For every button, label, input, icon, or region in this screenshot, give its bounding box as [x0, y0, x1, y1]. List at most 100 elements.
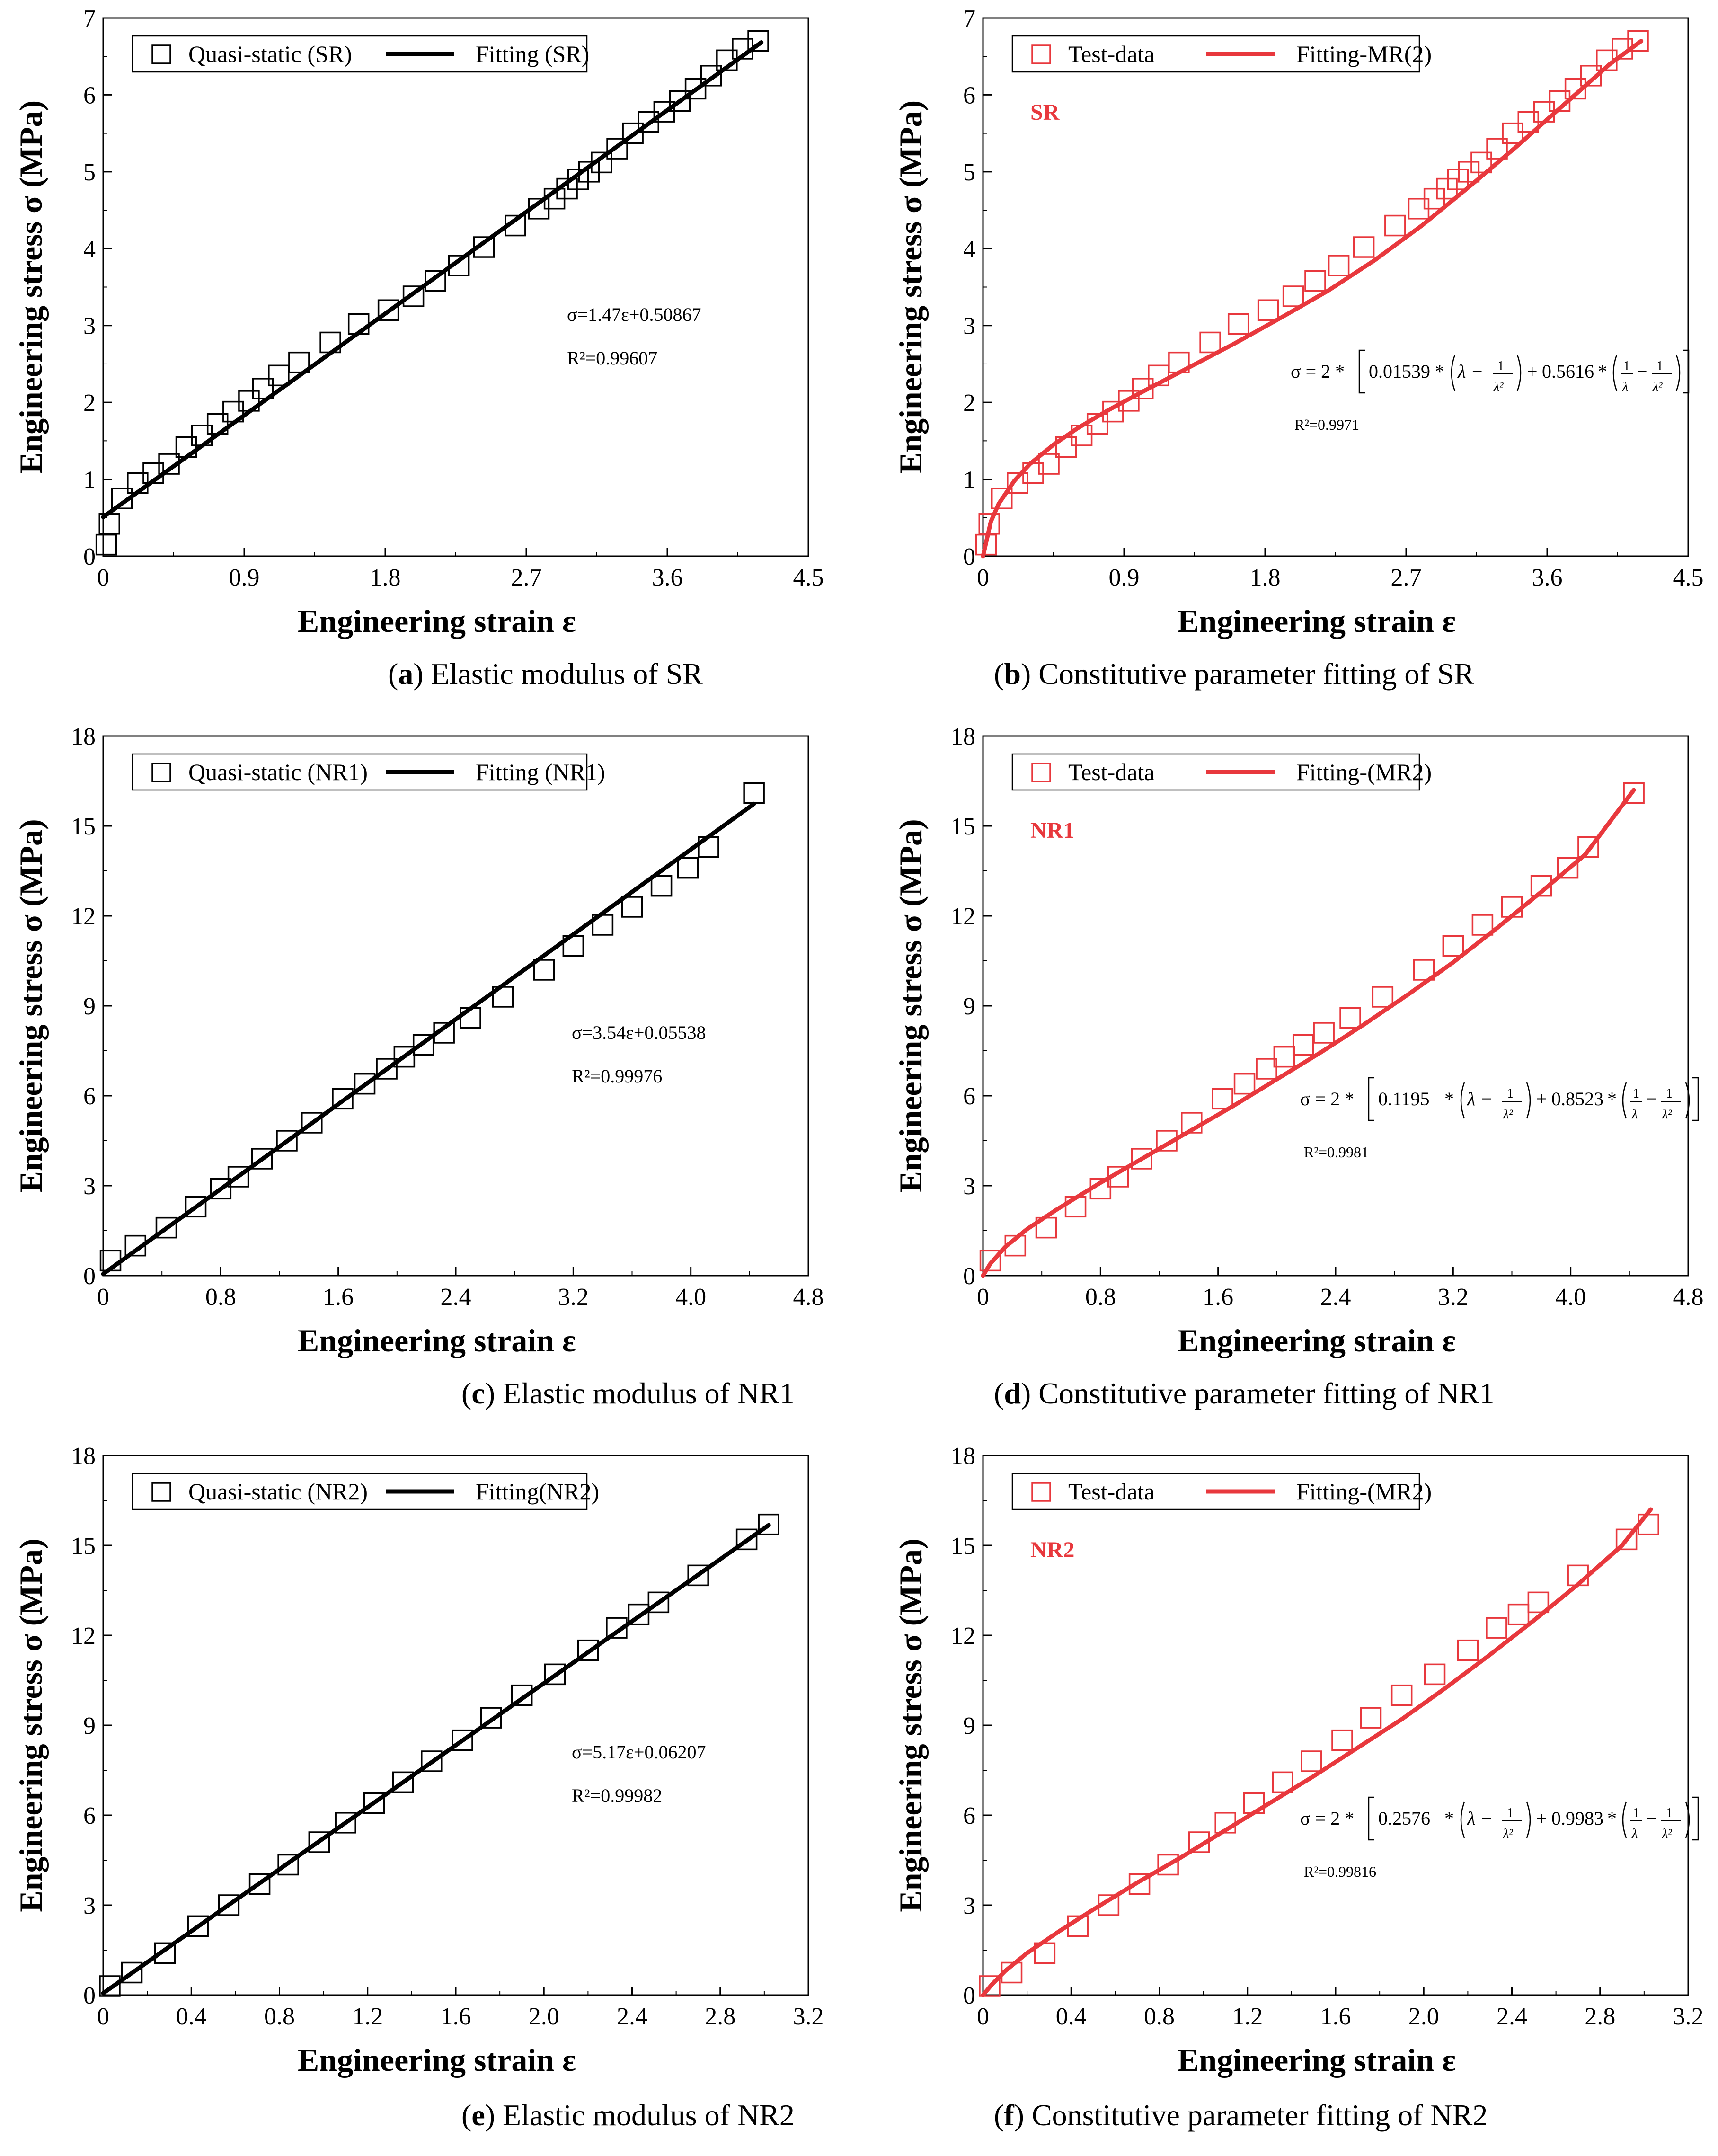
x-tick-label: 0.8 [205, 1284, 236, 1311]
x-tick-label: 0.4 [1056, 2003, 1087, 2030]
scatter-point [335, 1812, 356, 1834]
scatter-point [1272, 1771, 1293, 1793]
x-tick-label: 1.6 [1320, 2003, 1351, 2030]
x-tick-label: 2.4 [617, 2003, 647, 2030]
times-sign: * [1444, 1088, 1454, 1109]
x-tick-label: 4.0 [675, 1284, 706, 1311]
scatter-point [628, 1603, 650, 1625]
scatter-point [684, 78, 707, 100]
legend: Quasi-static (NR1) Fitting (NR1) [132, 753, 605, 791]
y-tick-label: 5 [963, 159, 975, 186]
x-axis-title: Engineering strain ε [298, 1322, 576, 1358]
scatter-point [421, 1750, 443, 1772]
scatter-point [1638, 1513, 1659, 1535]
fraction-denominator: λ [1631, 1107, 1638, 1122]
panel-caption-d: (d) Constitutive parameter fitting of NR… [994, 1376, 1495, 1410]
y-tick-label: 4 [83, 236, 96, 263]
scatter-point [377, 299, 399, 321]
scatter-point [185, 1196, 207, 1218]
scatter-point [1447, 169, 1469, 190]
scatter-point [979, 1975, 1001, 1997]
x-tick-label: 1.8 [1250, 564, 1281, 591]
x-axis-title: Engineering strain ε [298, 2042, 576, 2078]
y-tick-label: 1 [963, 467, 975, 494]
scatter-point [1199, 331, 1221, 354]
scatter-point [606, 138, 628, 160]
x-tick-label: 3.6 [1532, 564, 1563, 591]
equation-prefix: σ = 2 * [1300, 1808, 1354, 1829]
bracket-left [1368, 1077, 1374, 1121]
scatter-point [1527, 1591, 1550, 1614]
scatter-point [1457, 1639, 1479, 1661]
plot-frame [102, 1455, 809, 1996]
y-tick-label: 18 [951, 1443, 975, 1470]
x-tick-label: 0.9 [1109, 564, 1140, 591]
scatter-point [402, 285, 425, 307]
fraction-numerator: 1 [1666, 1086, 1673, 1101]
material-label: NR2 [1030, 1537, 1074, 1562]
scatter-point [1304, 270, 1326, 292]
mr-equation: σ = 2 * 0.01539 * λ −1λ²+ 0.5616 * 1λ− 1λ² [1291, 349, 1690, 394]
chart-panel-a: 0 0.9 1.8 2.7 3.6 4.5 0 1 2 3 4 5 6 7 Engineering stra… [13, 5, 824, 639]
fraction-denominator: λ² [1493, 380, 1504, 394]
scatter-point [577, 1639, 599, 1661]
scatter-point [735, 1528, 758, 1551]
scatter-point [393, 1046, 416, 1068]
y-tick-label: 2 [83, 390, 96, 417]
x-tick-label: 4.0 [1555, 1284, 1586, 1311]
paren-right [1685, 1082, 1690, 1119]
fraction-numerator: 1 [1497, 359, 1504, 373]
y-tick-label: 9 [83, 1712, 96, 1739]
scatter-point [363, 1792, 385, 1814]
scatter-point [1564, 78, 1586, 100]
bracket-right [1692, 1077, 1699, 1121]
legend-line-label: Fitting-(MR2) [1296, 1478, 1432, 1505]
coefficient-c2: 0.9983 [1551, 1808, 1603, 1829]
paren-right [1516, 355, 1522, 391]
y-tick-label: 0 [83, 1263, 96, 1290]
fit-line [101, 801, 756, 1276]
x-tick-label: 2.4 [1320, 1284, 1351, 1311]
fraction-denominator: λ² [1503, 1107, 1513, 1122]
y-tick-label: 18 [951, 723, 975, 750]
paren-right [1685, 1801, 1690, 1838]
y-tick-label: 3 [83, 1173, 96, 1200]
times-sign: * [1598, 361, 1607, 382]
scatter-point [1328, 255, 1350, 276]
legend-line-label: Fitting (SR) [476, 41, 589, 67]
fraction-denominator: λ² [1503, 1827, 1513, 1841]
scatter-point [1390, 1684, 1413, 1706]
x-tick-label: 0.8 [1085, 1284, 1116, 1311]
scatter-point [155, 1216, 177, 1239]
y-tick-label: 6 [83, 1083, 96, 1110]
legend-line-label: Fitting-MR(2) [1296, 41, 1432, 67]
r-squared: R²=0.9971 [1294, 416, 1359, 433]
scatter-point [252, 378, 274, 399]
scatter-point [332, 1088, 354, 1110]
paren-right [1675, 355, 1681, 391]
scatter-point [1273, 1046, 1295, 1068]
scatter-point [1313, 1022, 1335, 1044]
x-tick-label: 1.2 [1232, 2003, 1263, 2030]
legend-line-label: Fitting (NR1) [476, 759, 605, 785]
fit-line [101, 40, 764, 519]
scatter-point [511, 1684, 533, 1706]
x-tick-label: 4.5 [793, 564, 824, 591]
scatter-point [621, 896, 643, 918]
coefficient-c1: 0.1195 [1378, 1088, 1430, 1109]
x-tick-label: 0.4 [176, 2003, 207, 2030]
fraction-denominator: λ² [1662, 1107, 1672, 1122]
coefficient-c2: 0.5616 [1542, 361, 1594, 382]
legend-scatter-swatch [1031, 44, 1051, 64]
scatter-point [187, 1915, 209, 1937]
panel-caption-a: (a) Elastic modulus of SR [388, 657, 703, 691]
chart-panel-b: 0 0.9 1.8 2.7 3.6 4.5 0 1 2 3 4 5 6 7 Engineering stra… [893, 5, 1704, 639]
scatter-point [1470, 151, 1492, 174]
y-tick-label: 9 [963, 1712, 975, 1739]
scatter-point [1502, 122, 1523, 144]
scatter-point [1131, 1148, 1152, 1170]
scatter-point [1257, 299, 1279, 321]
x-tick-label: 2.0 [529, 2003, 559, 2030]
fit-equation: σ=1.47ε+0.50867 [567, 304, 701, 325]
fraction-denominator: λ² [1662, 1827, 1672, 1841]
